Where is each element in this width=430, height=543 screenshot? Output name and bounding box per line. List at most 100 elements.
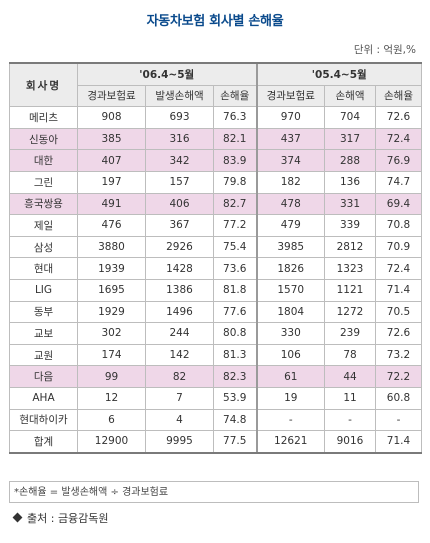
- earned-premium-2005-cell: 61: [255, 365, 325, 388]
- header-col: 손해율: [375, 84, 422, 108]
- earned-premium-2006-cell: 476: [77, 214, 146, 237]
- table-row: 신동아 385 316 82.1 437 317 72.4: [9, 127, 422, 151]
- earned-premium-2006-cell: 302: [77, 322, 146, 345]
- header-row-columns: 경과보험료 발생손해액 손해율 경과보험료 손해액 손해율: [10, 84, 422, 108]
- table-row: 현대 1939 1428 73.6 1826 1323 72.4: [9, 257, 422, 280]
- loss-amount-2005-cell: 11: [324, 386, 376, 410]
- page-title: 자동차보험 회사별 손해율: [146, 14, 284, 29]
- loss-ratio-2005-cell: 73.2: [375, 343, 422, 367]
- table-body: 메리츠 908 693 76.3 970 704 72.6 신동아 385 316 82.1 437 3…: [9, 106, 422, 454]
- incurred-loss-2006-cell: 4: [145, 408, 214, 432]
- earned-premium-2005-cell: 182: [255, 170, 325, 194]
- loss-ratio-2005-cell: 72.4: [375, 127, 422, 151]
- company-name-cell: 현대하이카: [9, 408, 78, 432]
- company-name-cell: 삼성: [9, 235, 78, 259]
- company-name-cell: 흥국쌍용: [9, 192, 78, 216]
- loss-ratio-2005-cell: 76.9: [375, 149, 422, 172]
- table-row: 동부 1929 1496 77.6 1804 1272 70.5: [9, 300, 422, 324]
- loss-ratio-2006-cell: 82.7: [213, 192, 257, 216]
- earned-premium-2005-cell: 1804: [255, 300, 325, 324]
- incurred-loss-2006-cell: 82: [145, 365, 214, 388]
- header-col: 경과보험료: [77, 84, 146, 108]
- loss-amount-2005-cell: 239: [324, 322, 376, 345]
- incurred-loss-2006-cell: 244: [145, 322, 214, 345]
- company-name-cell: 신동아: [9, 127, 78, 151]
- table-row: 다음 99 82 82.3 61 44 72.2: [9, 365, 422, 388]
- company-name-cell: 메리츠: [9, 106, 78, 129]
- incurred-loss-2006-cell: 693: [145, 106, 214, 129]
- earned-premium-2005-cell: 3985: [255, 235, 325, 259]
- loss-ratio-2006-cell: 53.9: [213, 386, 257, 410]
- loss-ratio-2005-cell: -: [375, 408, 422, 432]
- loss-amount-2005-cell: 9016: [324, 430, 376, 454]
- loss-amount-2005-cell: 1121: [324, 278, 376, 302]
- loss-ratio-2006-cell: 77.2: [213, 214, 257, 237]
- loss-ratio-2006-cell: 82.1: [213, 127, 257, 151]
- loss-ratio-2006-cell: 83.9: [213, 149, 257, 172]
- earned-premium-2006-cell: 99: [77, 365, 146, 388]
- earned-premium-2005-cell: 479: [255, 214, 325, 237]
- company-name-cell: 그린: [9, 170, 78, 194]
- loss-ratio-2006-cell: 76.3: [213, 106, 257, 129]
- header-period-2006: '06.4~5월: [77, 61, 257, 86]
- loss-ratio-2005-cell: 72.4: [375, 257, 422, 280]
- table-row: AHA 12 7 53.9 19 11 60.8: [9, 386, 422, 410]
- company-name-cell: 교보: [9, 322, 78, 345]
- total-row: 합계 12900 9995 77.5 12621 9016 71.4: [9, 430, 422, 454]
- incurred-loss-2006-cell: 406: [145, 192, 214, 216]
- earned-premium-2005-cell: 1570: [255, 278, 325, 302]
- header-company: 회사명: [9, 62, 78, 108]
- earned-premium-2006-cell: 197: [77, 170, 146, 194]
- earned-premium-2005-cell: 437: [255, 127, 325, 151]
- table-row: 삼성 3880 2926 75.4 3985 2812 70.9: [9, 235, 422, 259]
- earned-premium-2005-cell: 106: [255, 343, 325, 367]
- table-row: LIG 1695 1386 81.8 1570 1121 71.4: [9, 278, 422, 302]
- incurred-loss-2006-cell: 342: [145, 149, 214, 172]
- loss-ratio-2006-cell: 81.8: [213, 278, 257, 302]
- loss-ratio-2005-cell: 70.8: [375, 214, 422, 237]
- earned-premium-2006-cell: 6: [77, 408, 146, 432]
- earned-premium-2005-cell: 12621: [255, 430, 325, 454]
- loss-amount-2005-cell: 44: [324, 365, 376, 388]
- earned-premium-2005-cell: 478: [255, 192, 325, 216]
- incurred-loss-2006-cell: 316: [145, 127, 214, 151]
- earned-premium-2006-cell: 1929: [77, 300, 146, 324]
- header-col: 발생손해액: [145, 84, 214, 108]
- incurred-loss-2006-cell: 1496: [145, 300, 214, 324]
- loss-ratio-2006-cell: 81.3: [213, 343, 257, 367]
- incurred-loss-2006-cell: 367: [145, 214, 214, 237]
- loss-ratio-2006-cell: 80.8: [213, 322, 257, 345]
- diamond-bullet-icon: [12, 512, 23, 523]
- loss-ratio-2005-cell: 71.4: [375, 430, 422, 454]
- loss-amount-2005-cell: 331: [324, 192, 376, 216]
- company-name-cell: 대한: [9, 149, 78, 172]
- earned-premium-2005-cell: 330: [255, 322, 325, 345]
- loss-amount-2005-cell: 136: [324, 170, 376, 194]
- table-row: 메리츠 908 693 76.3 970 704 72.6: [9, 106, 422, 129]
- loss-ratio-2006-cell: 79.8: [213, 170, 257, 194]
- earned-premium-2005-cell: 970: [255, 106, 325, 129]
- table-row: 현대하이카 6 4 74.8- - -: [9, 408, 422, 432]
- source-text: 출처 : 금융감독원: [27, 512, 109, 525]
- header-col: 손해액: [324, 84, 376, 108]
- company-name-cell: LIG: [9, 278, 78, 302]
- table-row: 제일 476 367 77.2 479 339 70.8: [9, 214, 422, 237]
- incurred-loss-2006-cell: 9995: [145, 430, 214, 454]
- loss-ratio-table-container: 회사명 '06.4~5월 '05.4~5월 경과보험료 발생손해액 손해율 경과…: [9, 61, 422, 454]
- loss-amount-2005-cell: 704: [324, 106, 376, 129]
- loss-amount-2005-cell: -: [324, 408, 376, 432]
- company-name-cell: 교원: [9, 343, 78, 367]
- unit-label: 단위 : 억원,%: [353, 44, 416, 56]
- earned-premium-2006-cell: 1939: [77, 257, 146, 280]
- table-row: 흥국쌍용 491 406 82.7 478 331 69.4: [9, 192, 422, 216]
- earned-premium-2006-cell: 174: [77, 343, 146, 367]
- loss-amount-2005-cell: 1323: [324, 257, 376, 280]
- earned-premium-2005-cell: 19: [255, 386, 325, 410]
- incurred-loss-2006-cell: 142: [145, 343, 214, 367]
- loss-amount-2005-cell: 288: [324, 149, 376, 172]
- company-name-cell: 제일: [9, 214, 78, 237]
- header-period-2005: '05.4~5월: [255, 61, 422, 86]
- loss-ratio-2005-cell: 71.4: [375, 278, 422, 302]
- loss-ratio-2005-cell: 72.2: [375, 365, 422, 388]
- incurred-loss-2006-cell: 1428: [145, 257, 214, 280]
